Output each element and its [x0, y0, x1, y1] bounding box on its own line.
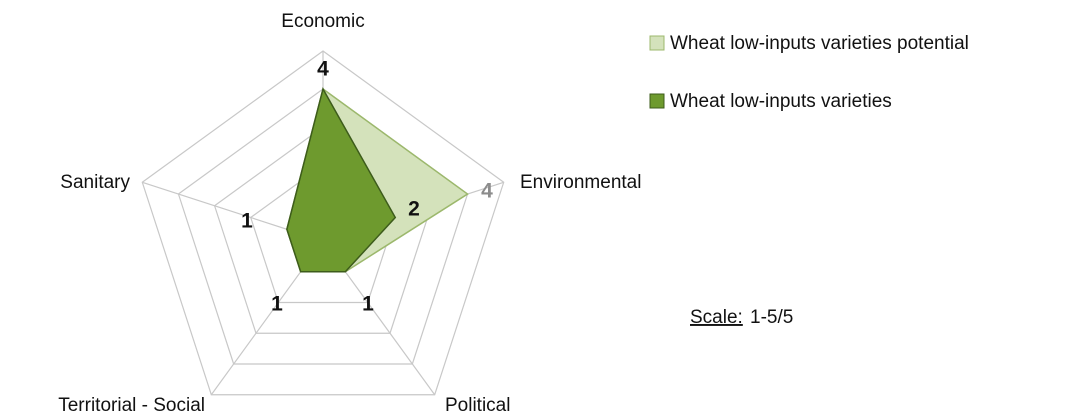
legend-label: Wheat low-inputs varieties — [670, 91, 892, 112]
axis-label: Territorial - Social — [58, 395, 205, 416]
axis-label: Environmental — [520, 172, 641, 193]
value-label: 1 — [362, 293, 374, 316]
value-label: 1 — [241, 210, 253, 233]
grid-ring — [141, 50, 505, 396]
axis-label: Sanitary — [60, 172, 130, 193]
scale-value: 1-5/5 — [750, 307, 793, 328]
value-label: 4 — [481, 180, 493, 203]
legend-label: Wheat low-inputs varieties potential — [670, 33, 969, 54]
legend-swatch — [649, 93, 665, 109]
axis-label: Political — [445, 395, 510, 416]
axis-label: Economic — [281, 11, 364, 32]
value-label: 4 — [317, 58, 329, 81]
radar-area — [286, 87, 397, 273]
legend-swatch — [649, 35, 665, 51]
scale-label: Scale: — [690, 307, 743, 328]
value-label: 1 — [271, 293, 283, 316]
value-label: 2 — [408, 198, 420, 221]
